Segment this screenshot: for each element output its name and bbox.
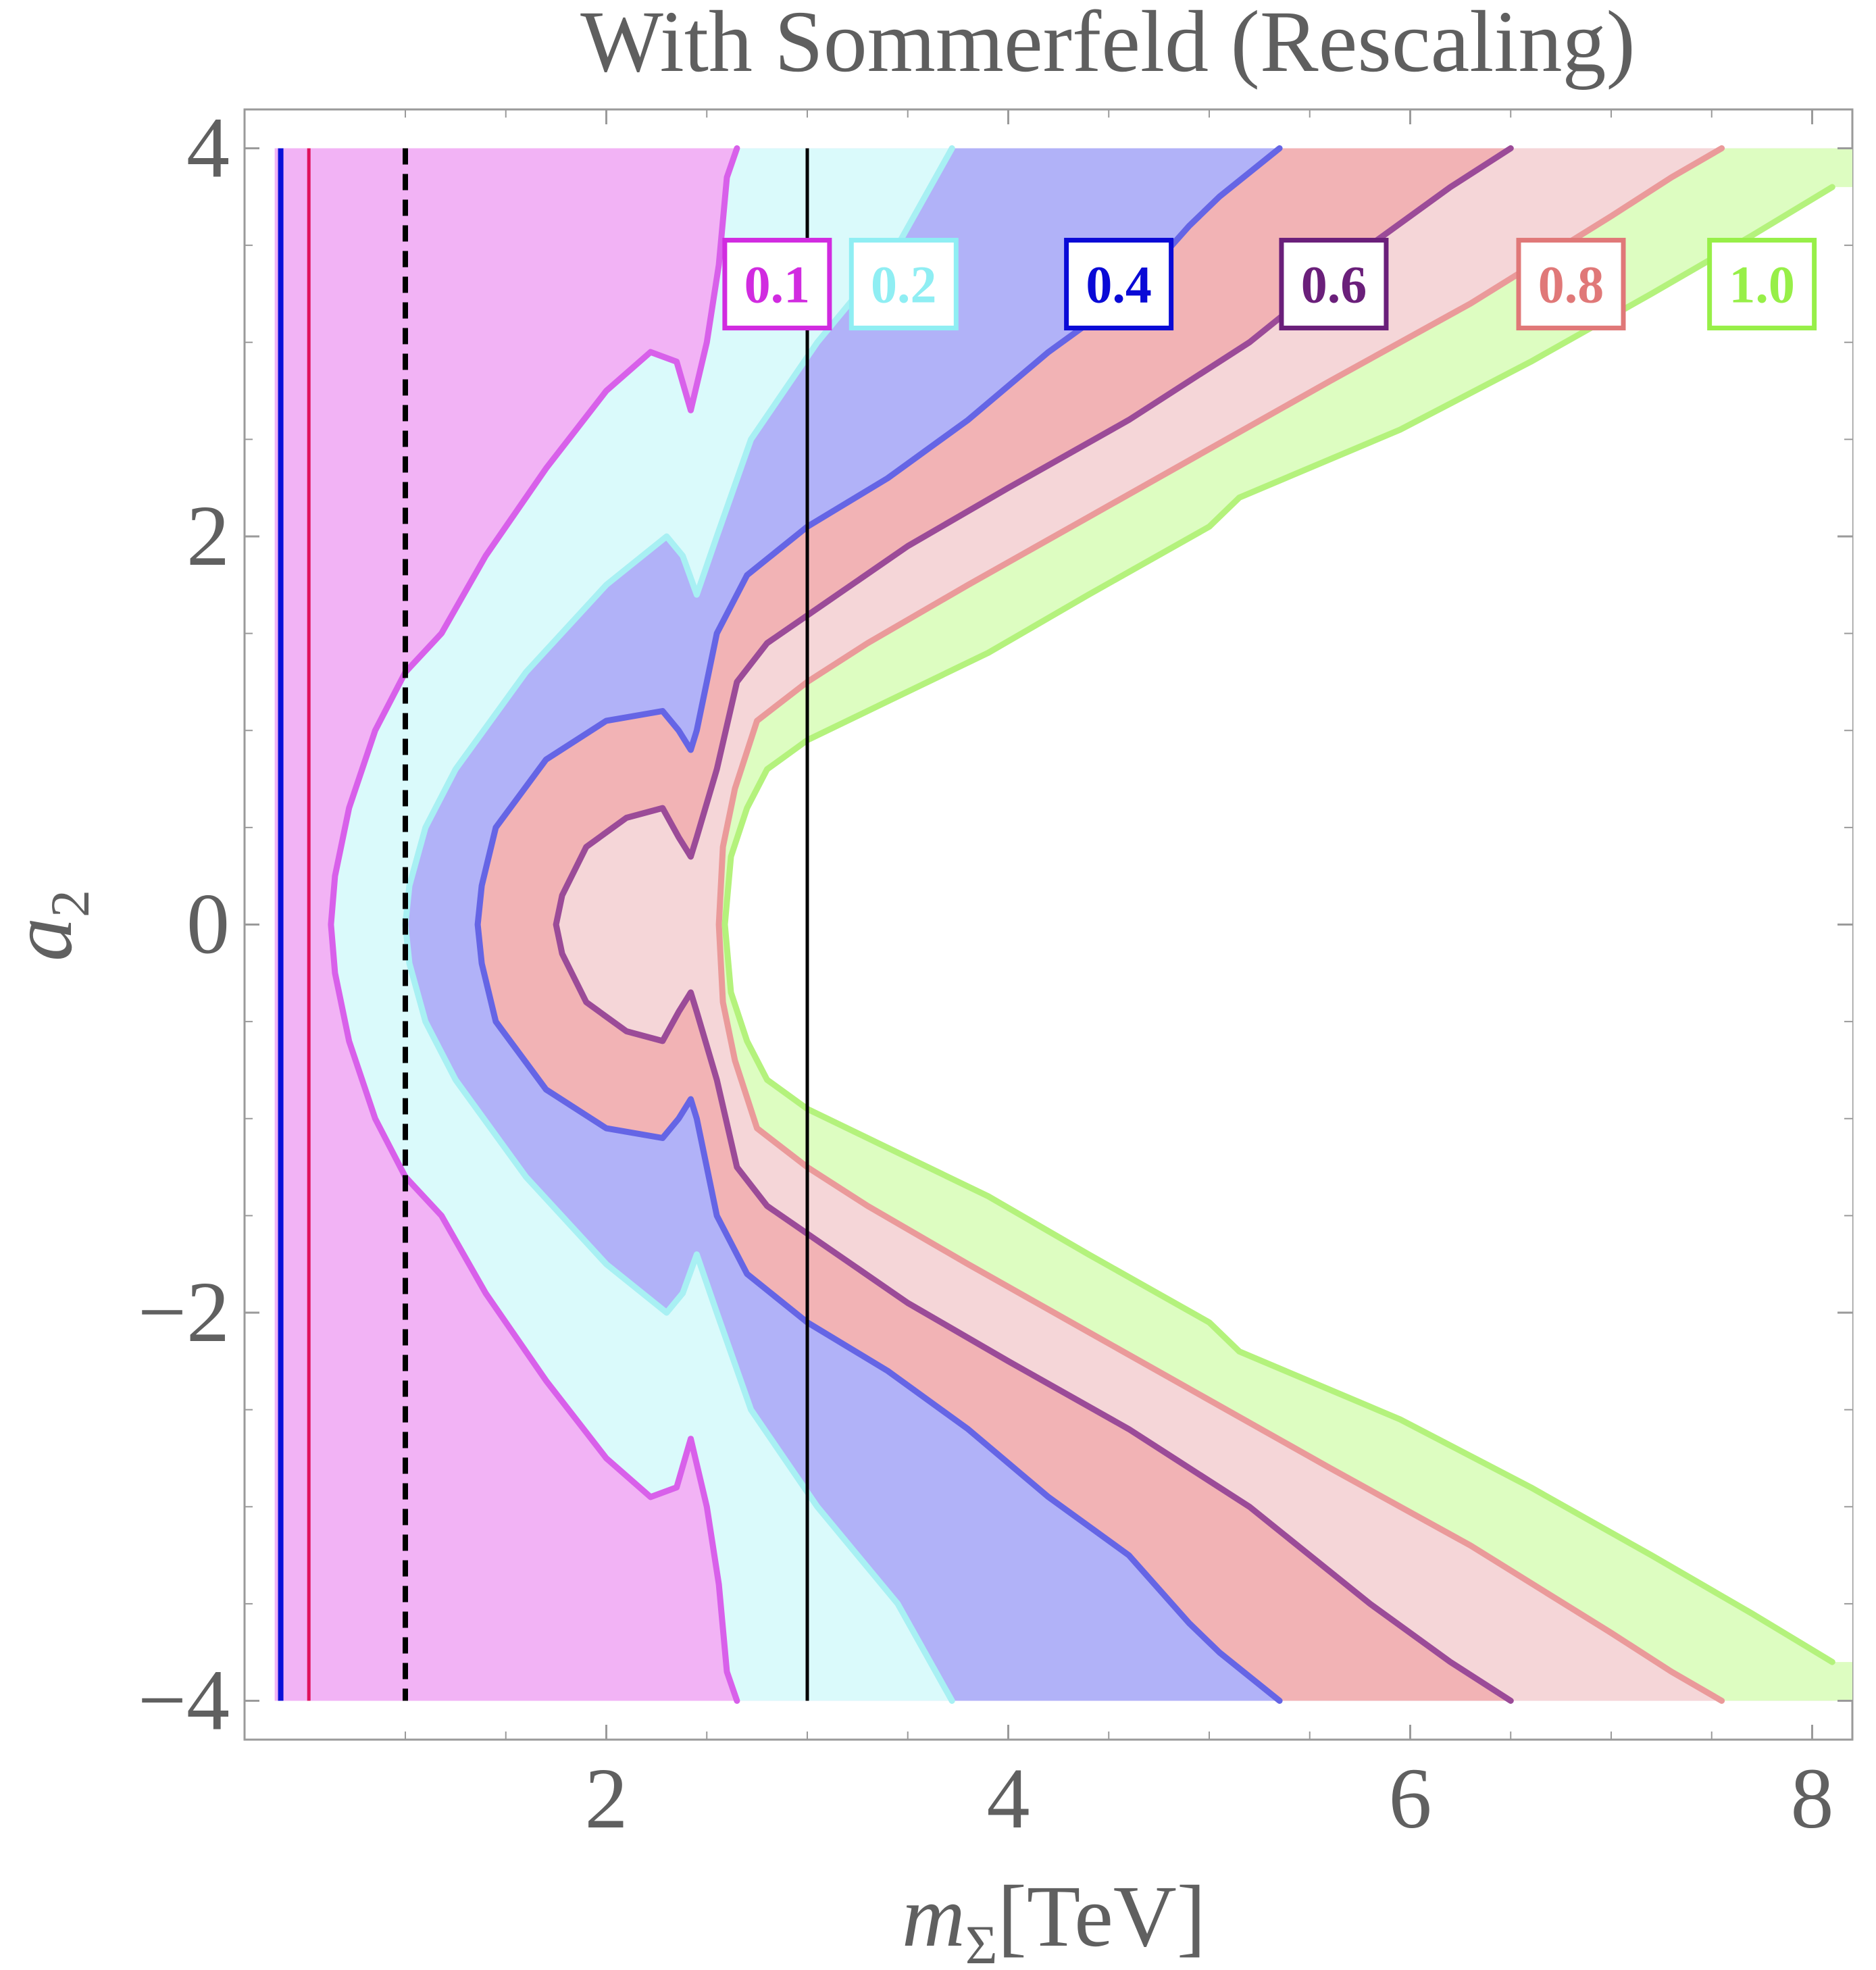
contour-label-0-1: 0.1 [744,255,811,314]
contour-label-0-8: 0.8 [1538,255,1604,314]
x-tick-label: 2 [585,1750,628,1846]
contour-label-box-0-1 [722,238,832,331]
x-tick-label: 6 [1389,1750,1432,1846]
y-axis-label: a2 [0,890,101,961]
x-axis-subscript: Σ [965,1914,998,1970]
contour-label-box-0-2 [848,238,959,331]
svg-text:a2: a2 [0,890,101,961]
y-tick-label: −2 [138,1264,230,1360]
contour-label-0-4: 0.4 [1086,255,1152,314]
contour-line-0-1 [328,145,740,1704]
y-axis-subscript: 2 [39,890,101,917]
contour-label-box-0-6 [1279,238,1389,331]
chart-title: With Sommerfeld (Rescaling) [580,0,1636,91]
y-tick-label: −4 [138,1652,230,1748]
contour-line-1-0 [721,184,1835,1665]
contour-line-0-6 [553,145,1514,1704]
x-axis-symbol: m [902,1868,965,1965]
region-above-1-0 [725,186,1852,1663]
contour-labels: 0.1 0.2 0.4 0.6 0.8 1.0 [722,238,1817,331]
data-layer [274,145,1852,1704]
x-axis-unit: [TeV] [998,1868,1207,1965]
y-axis-symbol: a [0,917,91,961]
y-tick-label: 0 [186,876,230,972]
contour-label-1-0: 1.0 [1729,255,1795,314]
contour-line-0-4 [474,145,1283,1704]
contour-label-0-6: 0.6 [1301,255,1367,314]
svg-text:mΣ[TeV]: mΣ[TeV] [902,1868,1206,1970]
contour-line-0-8 [715,145,1725,1704]
contour-label-box-1-0 [1707,238,1817,331]
contour-label-box-0-8 [1516,238,1626,331]
contour-label-0-2: 0.2 [871,255,937,314]
contour-label-box-0-4 [1064,238,1174,331]
x-tick-label: 4 [987,1750,1030,1846]
x-tick-label: 8 [1791,1750,1834,1846]
y-tick-label: 2 [186,488,230,584]
x-axis-label: mΣ[TeV] [902,1868,1206,1970]
tick-marks: 2 4 6 8 4 2 0 −2 −4 [138,99,1852,1846]
y-tick-label: 4 [186,99,230,195]
